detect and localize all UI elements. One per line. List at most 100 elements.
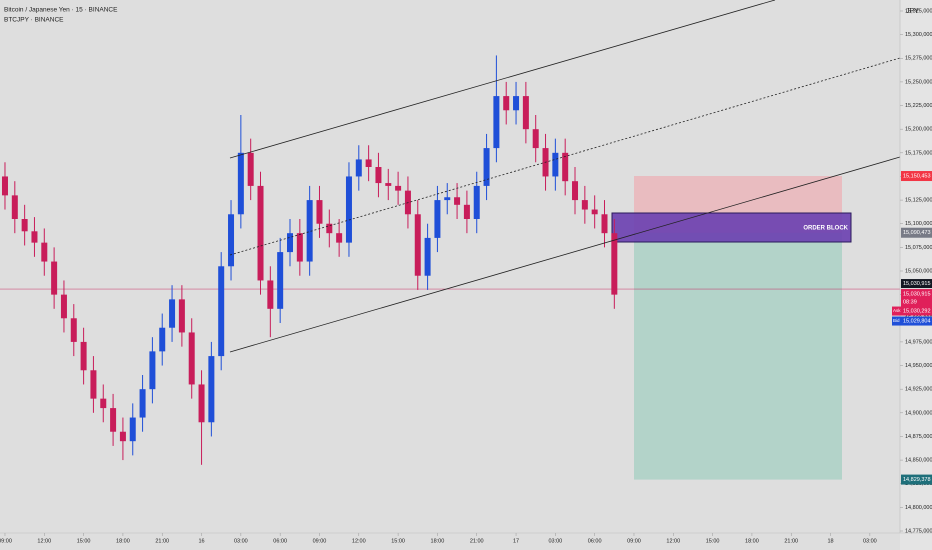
candle-body	[513, 96, 520, 111]
candle-body	[444, 197, 451, 201]
y-tick-label: 15,050,000	[905, 268, 932, 274]
last-price-box-dark	[901, 279, 932, 289]
y-tick-label: 15,275,000	[905, 56, 932, 62]
candle-body	[483, 148, 490, 186]
price-label: 15,150,453	[903, 173, 931, 179]
candle-body	[1, 176, 8, 196]
candle-body	[562, 152, 569, 182]
candle-body	[218, 266, 225, 357]
y-tick-label: 15,250,000	[905, 79, 932, 85]
candle-body	[139, 389, 146, 418]
x-tick-label: 06:00	[588, 538, 602, 544]
axes: 15,325,000 15,300,000 15,275,000 15,250,000…	[0, 8, 932, 544]
price-label-box	[901, 474, 932, 485]
x-tick-label: 12:00	[352, 538, 366, 544]
x-tick-label: 15:00	[706, 538, 720, 544]
candle-body	[267, 280, 274, 309]
candle-body	[503, 96, 510, 111]
candle-body	[159, 327, 166, 352]
y-tick-label: 14,950,000	[905, 363, 932, 369]
ask-label: 15,030,292	[903, 308, 931, 314]
y-tick-label: 15,175,000	[905, 150, 932, 156]
candle-body	[365, 159, 372, 167]
price-label-box	[901, 171, 932, 182]
y-tick-label: 15,075,000	[905, 245, 932, 251]
x-tick-label: 09:00	[627, 538, 641, 544]
candle-body	[178, 299, 185, 333]
target-zone	[634, 232, 842, 480]
y-tick-label: 15,325,000	[905, 8, 932, 14]
candle-body	[522, 96, 529, 130]
candle-body	[277, 252, 284, 309]
candle-body	[51, 261, 58, 295]
x-tick-label: 12:00	[666, 538, 680, 544]
channel-mid	[229, 57, 901, 256]
price-axis	[900, 0, 932, 550]
candle-body	[306, 200, 313, 262]
candle-body	[601, 214, 608, 234]
bid-box	[901, 316, 932, 326]
bid-name: Bid	[893, 318, 900, 323]
last-price: 15,030,915	[903, 291, 931, 297]
order-block	[611, 212, 852, 243]
candle-body	[375, 167, 382, 184]
candle-body	[326, 223, 333, 234]
x-tick-label: 15:00	[77, 538, 91, 544]
countdown: 08:39	[903, 299, 917, 305]
candle-body	[611, 233, 618, 295]
y-tick-label: 15,100,000	[905, 221, 932, 227]
candle-body	[355, 159, 362, 177]
candle-body	[473, 185, 480, 219]
y-tick-label: 14,900,000	[905, 410, 932, 416]
y-tick-label: 14,875,000	[905, 434, 932, 440]
candle-body	[424, 237, 431, 276]
x-tick-label: 03:00	[234, 538, 248, 544]
y-tick-label: 14,925,000	[905, 387, 932, 393]
x-tick-label: 09:00	[0, 538, 12, 544]
candle-body	[188, 332, 195, 385]
price-label: 15,090,473	[903, 230, 931, 236]
candle-body	[414, 214, 421, 276]
y-tick-label: 14,775,000	[905, 528, 932, 534]
ask-name-box	[892, 306, 901, 316]
candle-body	[296, 233, 303, 262]
x-tick-label: 12:00	[37, 538, 51, 544]
price-label-box	[901, 227, 932, 238]
candle-body	[493, 96, 500, 149]
candle-body	[129, 417, 136, 442]
candle-body	[110, 408, 117, 432]
candle-body	[80, 341, 87, 371]
candle-body	[208, 356, 215, 423]
candle-body	[169, 299, 176, 328]
bid-name-box	[892, 316, 901, 326]
x-tick-label: 09:00	[313, 538, 327, 544]
order-block-label: ORDER BLOCK	[803, 226, 848, 232]
chart-subtitle: BTCJPY · BINANCE	[4, 17, 64, 24]
price-label: 14,829,378	[903, 477, 931, 483]
candle-body	[11, 195, 18, 219]
y-tick-label: 15,225,000	[905, 103, 932, 109]
y-tick-label: 14,850,000	[905, 458, 932, 464]
x-tick-label: 21:00	[155, 538, 169, 544]
channel-lower	[229, 156, 901, 353]
y-tick-label: 14,975,000	[905, 339, 932, 345]
candle-body	[572, 181, 579, 201]
last-price-dark: 15,030,915	[903, 281, 931, 287]
x-tick-label: 17	[513, 538, 519, 544]
x-tick-label: 21:00	[470, 538, 484, 544]
candle-body	[434, 200, 441, 238]
candle-body	[60, 294, 67, 319]
last-price-box	[901, 289, 932, 308]
y-tick-label: 15,125,000	[905, 198, 932, 204]
candle-body	[385, 183, 392, 186]
candle-body	[100, 398, 107, 409]
y-tick-label: 15,200,000	[905, 127, 932, 133]
ask-box	[901, 306, 932, 316]
candle-body	[119, 431, 126, 442]
candle-body	[257, 185, 264, 281]
y-tick-label: 14,800,000	[905, 505, 932, 511]
x-tick-label: 06:00	[273, 538, 287, 544]
candle-body	[198, 384, 205, 423]
